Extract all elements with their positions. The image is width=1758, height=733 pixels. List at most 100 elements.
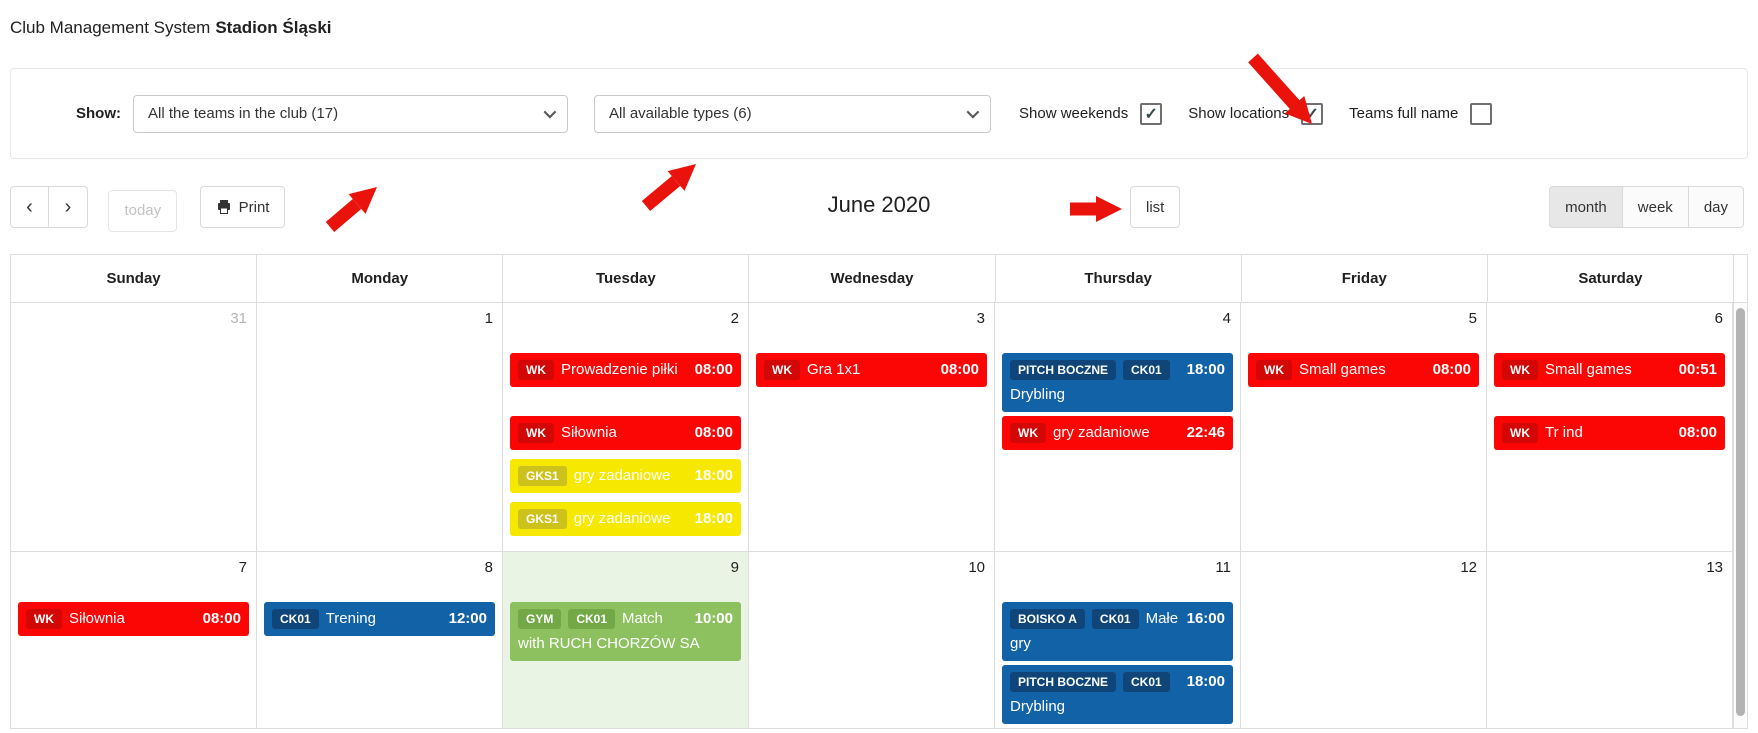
date-number: 8 xyxy=(484,559,493,576)
date-number: 3 xyxy=(976,310,985,327)
day-header-saturday: Saturday xyxy=(1488,255,1734,302)
event-time: 08:00 xyxy=(202,610,241,627)
date-number: 13 xyxy=(1706,559,1723,576)
day-cell-11[interactable]: 11 BOISKO A CK01 Małe 16:00 gry PITCH BOCZNE CK… xyxy=(995,552,1241,728)
day-header-sunday: Sunday xyxy=(11,255,258,302)
day-cell-3[interactable]: 3 WK Gra 1x1 08:00 xyxy=(749,303,995,551)
event-title: Siłownia xyxy=(69,610,125,627)
event-line1: WK Tr ind 08:00 xyxy=(1502,421,1717,445)
date-number: 11 xyxy=(1215,559,1231,576)
day-cell-6[interactable]: 6 WK Small games 00:51 WK Tr ind 08:00 xyxy=(1487,303,1733,551)
day-cell-9[interactable]: 9 GYM CK01 Match 10:00 with RUCH CHORZÓW SA xyxy=(503,552,749,728)
event-line1: GKS1 gry zadaniowe 18:00 xyxy=(518,464,733,488)
event-badge: WK xyxy=(1502,423,1538,443)
event[interactable]: PITCH BOCZNE CK01 18:00 Drybling xyxy=(1002,353,1233,412)
next-button[interactable]: › xyxy=(49,186,88,228)
day-cell-10[interactable]: 10 xyxy=(749,552,995,728)
prev-button[interactable]: ‹ xyxy=(10,186,49,228)
day-cell-8[interactable]: 8 CK01 Trening 12:00 xyxy=(257,552,503,728)
event-badge: GKS1 xyxy=(518,466,567,486)
event-time: 18:00 xyxy=(694,510,733,527)
event-title: Small games xyxy=(1545,361,1632,378)
event-title: Tr ind xyxy=(1545,424,1583,441)
event[interactable]: WK Gra 1x1 08:00 xyxy=(756,353,987,387)
event-time: 16:00 xyxy=(1186,610,1225,627)
date-number: 1 xyxy=(484,310,493,327)
event-title: Małe xyxy=(1145,610,1179,627)
date-number: 31 xyxy=(230,310,247,327)
show-weekends-checkbox[interactable]: ✓ xyxy=(1140,102,1163,125)
event-title: gry zadaniowe xyxy=(1053,424,1150,441)
day-cell-2[interactable]: 2 WK Prowadzenie piłki 08:00 WK Siłownia 08:00… xyxy=(503,303,749,551)
event-title: Small games xyxy=(1299,361,1386,378)
day-view-button[interactable]: day xyxy=(1688,186,1744,228)
event[interactable]: PITCH BOCZNE CK01 18:00 Drybling xyxy=(1002,665,1233,724)
event[interactable]: CK01 Trening 12:00 xyxy=(264,602,495,636)
event-time: 00:51 xyxy=(1678,361,1717,378)
day-cell-5[interactable]: 5 WK Small games 08:00 xyxy=(1241,303,1487,551)
event-title: gry zadaniowe xyxy=(573,467,671,484)
event[interactable]: WK Tr ind 08:00 xyxy=(1494,416,1725,450)
event[interactable]: GYM CK01 Match 10:00 with RUCH CHORZÓW SA xyxy=(510,602,741,661)
day-cell-7[interactable]: 7 WK Siłownia 08:00 xyxy=(11,552,257,728)
teams-full-name-checkbox[interactable] xyxy=(1470,102,1493,125)
scrollbar-thumb[interactable] xyxy=(1736,308,1745,716)
event-time: 10:00 xyxy=(694,610,733,627)
event[interactable]: WK Siłownia 08:00 xyxy=(510,416,741,450)
event-badge: CK01 xyxy=(1091,609,1139,629)
event-badge: CK01 xyxy=(1123,672,1170,692)
event-badge: WK xyxy=(518,423,554,443)
day-header-thursday: Thursday xyxy=(996,255,1242,302)
event-badge: WK xyxy=(1010,423,1046,443)
checkbox-groups: Show weekends ✓ Show locations ✓ Teams full … xyxy=(1019,102,1518,125)
event-title: Siłownia xyxy=(561,424,617,441)
today-button[interactable]: today xyxy=(108,189,178,232)
day-cell-13[interactable]: 13 xyxy=(1487,552,1733,728)
event[interactable]: WK Siłownia 08:00 xyxy=(18,602,249,636)
event-time: 08:00 xyxy=(940,361,979,378)
event-time: 08:00 xyxy=(1678,424,1717,441)
day-cell-31[interactable]: 31 xyxy=(11,303,257,551)
day-cell-12[interactable]: 12 xyxy=(1241,552,1487,728)
show-weekends-group: Show weekends ✓ xyxy=(1019,102,1163,125)
day-cell-4[interactable]: 4 PITCH BOCZNE CK01 18:00 Drybling WK gry zada… xyxy=(995,303,1241,551)
event-badge: BOISKO A xyxy=(1010,609,1085,629)
day-header-friday: Friday xyxy=(1242,255,1488,302)
event-line1: GKS1 gry zadaniowe 18:00 xyxy=(518,507,733,531)
event-line1: WK Gra 1x1 08:00 xyxy=(764,358,979,382)
event[interactable]: WK Prowadzenie piłki 08:00 xyxy=(510,353,741,387)
show-locations-checkbox[interactable]: ✓ xyxy=(1301,102,1324,125)
types-dropdown[interactable]: All available types (6) xyxy=(594,94,991,133)
date-number: 5 xyxy=(1468,310,1477,327)
teams-dropdown[interactable]: All the teams in the club (17) xyxy=(133,94,568,133)
show-locations-group: Show locations ✓ xyxy=(1188,102,1324,125)
event[interactable]: GKS1 gry zadaniowe 18:00 xyxy=(510,502,741,536)
event-badge: WK xyxy=(1256,360,1292,380)
event-time: 22:46 xyxy=(1186,424,1225,441)
day-cell-1[interactable]: 1 xyxy=(257,303,503,551)
event-description: with RUCH CHORZÓW SA xyxy=(518,635,700,652)
month-calendar: Sunday Monday Tuesday Wednesday Thursday Frid… xyxy=(10,254,1748,729)
event[interactable]: WK gry zadaniowe 22:46 xyxy=(1002,416,1233,450)
event[interactable]: WK Small games 00:51 xyxy=(1494,353,1725,387)
event-badge: WK xyxy=(764,360,800,380)
date-number: 7 xyxy=(238,559,247,576)
event[interactable]: BOISKO A CK01 Małe 16:00 gry xyxy=(1002,602,1233,661)
event[interactable]: GKS1 gry zadaniowe 18:00 xyxy=(510,459,741,493)
calendar-month-title: June 2020 xyxy=(827,192,931,217)
page-title: Club Management System Stadion Śląski xyxy=(0,0,1758,38)
list-button[interactable]: list xyxy=(1130,186,1181,228)
show-weekends-label: Show weekends xyxy=(1019,105,1129,122)
event[interactable]: WK Small games 08:00 xyxy=(1248,353,1479,387)
event-time: 08:00 xyxy=(694,361,733,378)
filter-panel: Show: All the teams in the club (17) All… xyxy=(10,68,1748,159)
week-view-button[interactable]: week xyxy=(1622,186,1689,228)
event-time: 18:00 xyxy=(1186,673,1225,690)
event-title: Gra 1x1 xyxy=(807,361,861,378)
event-line1: GYM CK01 Match 10:00 xyxy=(518,607,733,631)
month-view-button[interactable]: month xyxy=(1549,186,1623,228)
date-number: 12 xyxy=(1460,559,1477,576)
types-dropdown-value: All available types (6) xyxy=(609,105,752,122)
print-button[interactable]: Print xyxy=(199,186,286,228)
